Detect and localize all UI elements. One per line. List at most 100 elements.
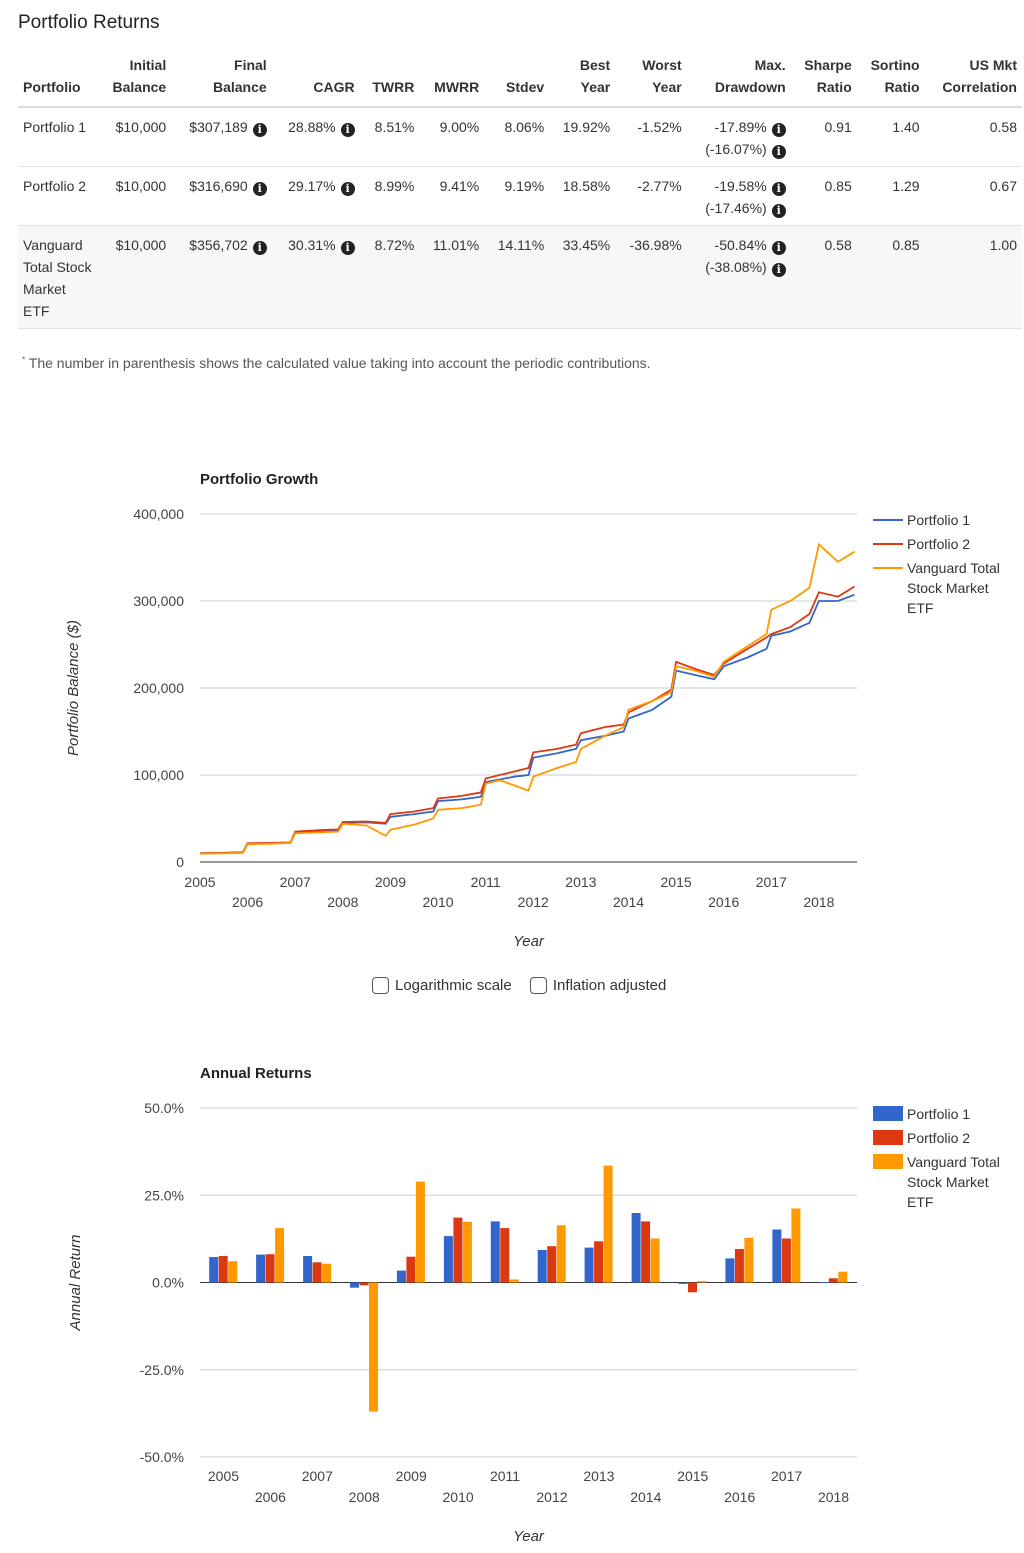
bar — [453, 1217, 463, 1283]
x-tick-label: 2006 — [232, 894, 263, 910]
bar — [218, 1256, 228, 1283]
legend-label: Vanguard Total Stock Market ETF — [907, 560, 1000, 616]
x-tick-label: 2006 — [255, 1489, 286, 1505]
cell-us-mkt-correlation: 1.00 — [924, 225, 1022, 329]
col-header-mwrr: MWRR — [419, 52, 485, 108]
x-tick-label: 2012 — [518, 894, 549, 910]
col-header-twrr: TWRR — [359, 52, 420, 108]
bar — [838, 1271, 848, 1283]
col-header-best-year: Best Year — [549, 52, 616, 108]
cell-us-mkt-correlation: 0.67 — [924, 166, 1022, 226]
annual-returns-chart: Annual Returns -50.0% -25.0% 0.0% 25.0% 50.0%… — [67, 1065, 1000, 1545]
cell-worst-year: -2.77% — [615, 166, 687, 226]
legend-label: Portfolio 2 — [907, 536, 970, 552]
col-header-worst-year: Worst Year — [615, 52, 687, 108]
y-tick-label: -25.0% — [140, 1362, 184, 1378]
col-header-portfolio: Portfolio — [18, 52, 98, 108]
info-icon[interactable]: i — [340, 182, 355, 196]
bar — [781, 1238, 791, 1283]
bar — [275, 1228, 285, 1283]
cell-mwrr: 9.00% — [419, 107, 485, 167]
bar — [322, 1263, 332, 1283]
x-tick-label: 2017 — [771, 1468, 802, 1484]
info-icon[interactable]: i — [340, 123, 355, 137]
checkbox-box[interactable] — [372, 977, 389, 994]
bar — [603, 1165, 613, 1283]
checkbox-box[interactable] — [529, 977, 547, 994]
cell-initial-balance: $10,000 — [98, 166, 172, 226]
bar — [265, 1254, 275, 1283]
cell-best-year: 19.92% — [549, 107, 616, 167]
bar — [396, 1270, 406, 1283]
y-tick-label: 400,000 — [133, 506, 184, 522]
bar — [509, 1279, 519, 1283]
y-tick-label: -50.0% — [140, 1449, 184, 1465]
table-footnote: * The number in parenthesis shows the ca… — [22, 355, 651, 371]
log-scale-checkbox[interactable]: Logarithmic scale — [372, 977, 512, 994]
legend-label: Portfolio 1 — [907, 1106, 970, 1122]
bar — [772, 1229, 782, 1283]
info-icon[interactable]: i — [771, 123, 786, 137]
cell-final-balance: $307,189 i — [171, 107, 272, 167]
x-tick-label: 2010 — [443, 1489, 474, 1505]
x-tick-label: 2011 — [490, 1468, 520, 1484]
cell-sharpe-ratio: 0.85 — [790, 166, 857, 226]
series-line — [199, 585, 856, 855]
x-tick-label: 2014 — [613, 894, 644, 910]
cell-final-balance: $316,690 i — [171, 166, 272, 226]
info-icon[interactable]: i — [771, 263, 786, 277]
info-icon[interactable]: i — [771, 145, 786, 159]
x-tick-label: 2009 — [396, 1468, 427, 1484]
x-tick-label: 2007 — [302, 1468, 333, 1484]
x-axis-label: Year — [513, 1528, 545, 1545]
cell-cagr: 28.88% i — [271, 107, 360, 167]
cell-stdev: 9.19% — [484, 166, 550, 226]
section-title: Portfolio Returns — [18, 12, 160, 33]
info-icon[interactable]: i — [771, 241, 786, 255]
cell-portfolio: Portfolio 1 — [18, 107, 98, 167]
cell-best-year: 33.45% — [549, 225, 616, 329]
bar — [490, 1221, 500, 1283]
cell-mwrr: 9.41% — [419, 166, 485, 226]
x-tick-label: 2015 — [677, 1468, 708, 1484]
bar — [688, 1282, 697, 1293]
bar — [650, 1238, 660, 1283]
x-tick-label: 2016 — [708, 894, 739, 910]
x-tick-label: 2012 — [536, 1489, 567, 1505]
cell-sortino-ratio: 1.29 — [856, 166, 925, 226]
cell-mwrr: 11.01% — [419, 225, 485, 329]
col-header-sharpe-ratio: Sharpe Ratio — [790, 52, 857, 108]
chart-title: Annual Returns — [200, 1065, 312, 1082]
info-icon[interactable]: i — [340, 241, 355, 255]
bar — [303, 1256, 313, 1283]
cell-cagr: 30.31% i — [271, 225, 360, 329]
info-icon[interactable]: i — [252, 241, 267, 255]
info-icon[interactable]: i — [252, 123, 267, 137]
col-header-cagr: CAGR — [271, 52, 360, 108]
y-tick-label: 300,000 — [133, 593, 184, 609]
cell-sharpe-ratio: 0.58 — [790, 225, 857, 329]
x-tick-label: 2005 — [208, 1468, 239, 1484]
info-icon[interactable]: i — [771, 204, 786, 218]
info-icon[interactable]: i — [252, 182, 267, 196]
bar — [350, 1282, 359, 1288]
legend-swatch — [873, 1106, 903, 1121]
bar — [256, 1254, 266, 1283]
legend-swatch — [873, 1130, 903, 1145]
bar — [209, 1257, 219, 1283]
inflation-adjusted-checkbox[interactable]: Inflation adjusted — [529, 977, 667, 994]
table-row: Vanguard Total Stock Market ETF $10,000 … — [18, 225, 1022, 329]
cell-twrr: 8.51% — [359, 107, 420, 167]
bar — [443, 1236, 453, 1283]
cell-worst-year: -1.52% — [615, 107, 687, 167]
y-tick-label: 50.0% — [144, 1100, 184, 1116]
bar — [228, 1261, 238, 1283]
inflation-adjusted-label: Inflation adjusted — [552, 977, 667, 994]
cell-twrr: 8.72% — [359, 225, 420, 329]
x-tick-label: 2018 — [818, 1489, 849, 1505]
bar — [791, 1208, 801, 1283]
info-icon[interactable]: i — [771, 182, 786, 196]
table-row: Portfolio 2 $10,000 $316,690 i 29.17% i 8.… — [18, 166, 1022, 226]
cell-initial-balance: $10,000 — [98, 225, 172, 329]
col-header-final-balance: Final Balance — [171, 52, 272, 108]
